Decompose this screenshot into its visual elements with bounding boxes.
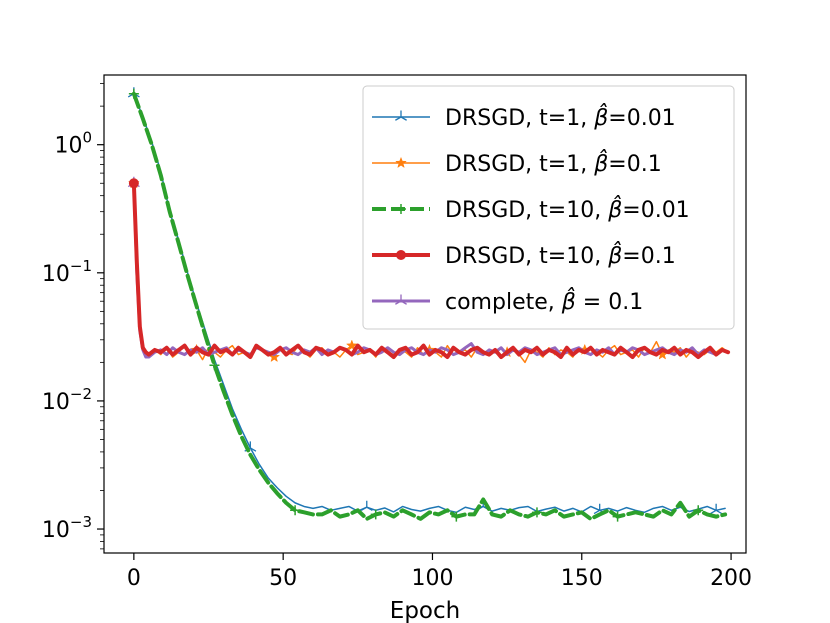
y-axis: 100 10−1 10−2 10−3 bbox=[42, 83, 104, 550]
series-3-point-marker bbox=[531, 507, 542, 518]
legend-entry: DRSGD, t=1, β̂=0.01 bbox=[372, 104, 676, 131]
series-2-point-marker bbox=[345, 339, 358, 351]
series-line-4 bbox=[131, 181, 731, 360]
series-3-point-marker bbox=[612, 511, 623, 522]
y-tick-label: 10−3 bbox=[42, 513, 92, 543]
y-tick-label: 100 bbox=[54, 129, 92, 159]
x-tick-label: 200 bbox=[710, 566, 752, 591]
legend-label: DRSGD, t=10, β̂=0.1 bbox=[445, 242, 676, 269]
y-tick-label: 10−2 bbox=[42, 385, 92, 415]
x-tick-label: 0 bbox=[127, 566, 141, 591]
series-line-3 bbox=[131, 91, 728, 521]
plot-area bbox=[127, 87, 731, 522]
series-group-1 bbox=[127, 87, 726, 515]
x-tick-label: 50 bbox=[269, 566, 297, 591]
series-3-point-marker bbox=[128, 88, 139, 99]
series-3-point-marker bbox=[370, 509, 381, 520]
axes-frame bbox=[103, 74, 747, 554]
legend-entry: complete, β̂ = 0.1 bbox=[372, 288, 643, 315]
legend-entry: DRSGD, t=1, β̂=0.1 bbox=[372, 150, 662, 177]
series-3-point-marker bbox=[290, 505, 301, 516]
legend-label: DRSGD, t=1, β̂=0.01 bbox=[445, 104, 676, 131]
series-group-4 bbox=[128, 178, 731, 360]
series-1-point-marker bbox=[710, 503, 723, 515]
legend-label: DRSGD, t=1, β̂=0.1 bbox=[445, 150, 662, 177]
x-axis: 0 50 100 150 200 bbox=[127, 553, 752, 591]
x-axis-label: Epoch bbox=[390, 598, 460, 623]
legend-marker bbox=[395, 156, 407, 169]
legend-entry: DRSGD, t=10, β̂=0.1 bbox=[372, 242, 676, 269]
y-tick-label: 10−1 bbox=[42, 257, 92, 287]
series-4-point-marker bbox=[128, 178, 139, 189]
legend-marker bbox=[396, 250, 406, 260]
x-tick-label: 150 bbox=[561, 566, 603, 591]
series-line-1 bbox=[133, 92, 726, 514]
legend-marker bbox=[395, 294, 407, 305]
series-3-point-marker bbox=[451, 511, 462, 522]
series-3-point-marker bbox=[209, 360, 220, 371]
series-1-point-marker bbox=[360, 500, 373, 512]
legend-marker bbox=[396, 204, 406, 214]
legend-label: complete, β̂ = 0.1 bbox=[445, 288, 643, 315]
legend-entry: DRSGD, t=10, β̂=0.01 bbox=[372, 196, 690, 223]
legend-marker bbox=[395, 110, 407, 121]
series-group-3 bbox=[128, 88, 728, 522]
legend-box bbox=[362, 85, 735, 330]
x-tick-label: 100 bbox=[411, 566, 453, 591]
series-3-point-marker bbox=[693, 505, 704, 516]
legend-label: DRSGD, t=10, β̂=0.01 bbox=[445, 196, 690, 223]
legend: DRSGD, t=1, β̂=0.01 DRSGD, t=1, β̂=0.1 DRS… bbox=[362, 85, 735, 330]
